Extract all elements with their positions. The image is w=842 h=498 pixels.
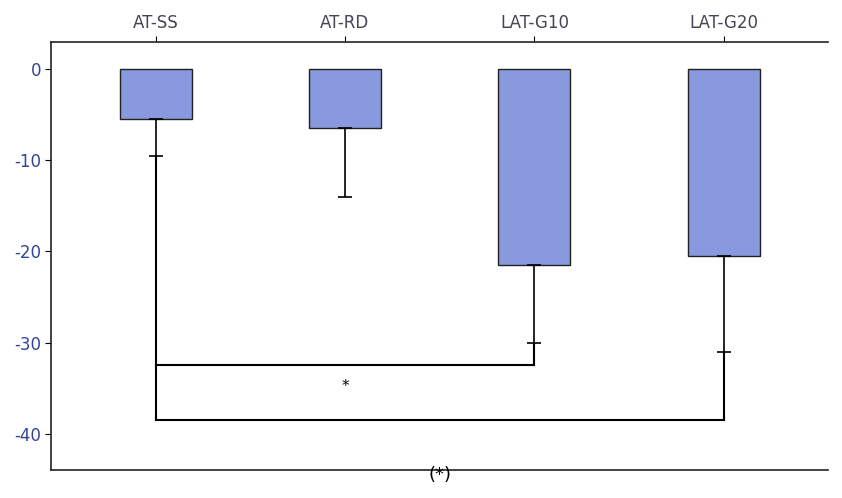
Bar: [498, 69, 570, 265]
Bar: [309, 69, 381, 128]
Bar: [688, 69, 759, 256]
Text: (*): (*): [429, 466, 451, 484]
Bar: [120, 69, 191, 119]
Text: *: *: [341, 379, 349, 394]
